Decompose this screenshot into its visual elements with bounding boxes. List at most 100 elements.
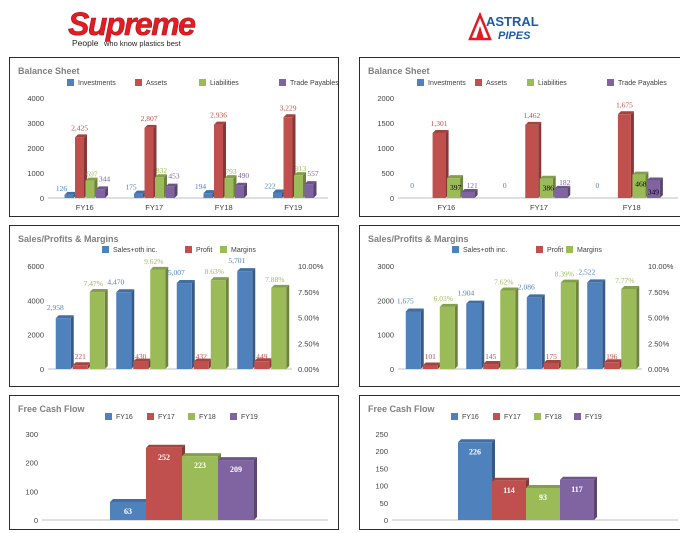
astral-sales-legend-swatch-profit <box>536 246 543 253</box>
supreme-balance-chart: Balance Sheet Investments Assets Liabilitie… <box>18 66 339 212</box>
supreme-balance-bar-liabilities-fy17 <box>155 177 164 198</box>
supreme-sales-ytick-4000: 4000 <box>27 296 44 305</box>
astral-balance-bar-trade-payables-fy16 <box>461 191 475 198</box>
astral-fcf-legend-swatch-fy17 <box>493 413 500 420</box>
astral-balance-bar-trade-payables-fy16-top <box>461 188 478 192</box>
astral-balance-bar-liabilities-fy17-label: 386 <box>543 184 555 193</box>
astral-fcf-legend-fy19: FY19 <box>585 414 602 421</box>
astral-balance-bar-assets-fy16-label: 1,301 <box>431 119 448 128</box>
supreme-sales-legend-swatch-sales-oth-inc <box>102 246 109 253</box>
astral-sales-bar-sales-oth-inc-fy19-label: 2,522 <box>578 267 595 276</box>
supreme-sales-bar-profit-fy19-top <box>254 358 273 362</box>
astral-sales-legend-swatch-margins <box>566 246 573 253</box>
supreme-sales-bar-margins-fy16-top <box>89 289 108 293</box>
supreme-tagline-people: People <box>72 38 99 48</box>
supreme-fcf-legend-swatch-fy18 <box>188 413 195 420</box>
supreme-fcf-legend-fy19: FY19 <box>241 414 258 421</box>
supreme-fcf-ytick-300: 300 <box>25 430 38 439</box>
supreme-balance-bar-liabilities-fy18-label: 793 <box>225 167 237 176</box>
supreme-fcf-bar-fy18-all-label: 223 <box>194 461 206 470</box>
astral-balance-legend-trade-payables: Trade Payables <box>618 80 667 87</box>
supreme-sales-bar-sales-oth-inc-fy16-top <box>55 315 74 319</box>
astral-balance-bar-assets-fy16 <box>432 132 446 198</box>
astral-sales-bar-profit-fy16-label: 101 <box>425 352 437 361</box>
supreme-balance-ytick-3000: 3000 <box>27 119 44 128</box>
supreme-sales-y2tick-3: 7.50% <box>298 288 320 297</box>
supreme-balance-bar-liabilities-fy17-label: 832 <box>156 166 168 175</box>
supreme-sales-legend-swatch-margins <box>220 246 227 253</box>
supreme-sales-bar-sales-oth-inc-fy18-side <box>191 280 195 369</box>
supreme-fcf-legend-swatch-fy16 <box>105 413 112 420</box>
astral-sales-bar-sales-oth-inc-fy18 <box>526 297 542 369</box>
astral-sales-bar-margins-fy17-side <box>515 287 519 369</box>
astral-fcf-legend-swatch-fy19 <box>574 413 581 420</box>
astral-sales-panel: Sales/Profits & Margins Sales+oth inc. Pro… <box>359 225 680 387</box>
astral-sales-ytick-1000: 1000 <box>377 331 394 340</box>
astral-sales-bar-sales-oth-inc-fy16 <box>405 311 421 369</box>
supreme-balance-bar-investments-fy16 <box>64 194 74 198</box>
astral-balance-bar-trade-payables-fy17-label: 182 <box>559 178 571 187</box>
supreme-balance-bar-assets-fy19-top <box>283 114 296 118</box>
supreme-balance-bar-liabilities-fy16-top <box>85 177 98 181</box>
supreme-sales-bar-sales-oth-inc-fy19 <box>237 271 253 369</box>
supreme-balance-bar-investments-fy19-label: 222 <box>264 181 276 190</box>
astral-balance-bar-trade-payables-fy17-top <box>554 185 571 189</box>
supreme-logo-graphic: Supreme People who know plastics best <box>68 6 197 48</box>
astral-sales-bar-margins-fy19-side <box>636 285 640 369</box>
supreme-balance-ytick-4000: 4000 <box>27 94 44 103</box>
astral-balance-bar-trade-payables-fy18-top <box>646 177 663 181</box>
astral-sales-bar-profit-fy17-top <box>483 361 502 365</box>
supreme-balance-legend-swatch-trade-payables <box>279 79 286 86</box>
astral-fcf-bar-fy16-all-top <box>458 439 495 443</box>
astral-sales-bar-profit-fy19-label: 196 <box>606 352 618 361</box>
astral-balance-bar-investments-fy17-label: 0 <box>503 181 507 190</box>
supreme-balance-bar-liabilities-fy18 <box>224 178 234 198</box>
supreme-sales-bar-sales-oth-inc-fy18-label: 5,007 <box>168 268 185 277</box>
supreme-sales-bar-sales-oth-inc-fy17 <box>116 292 132 369</box>
astral-balance-bar-liabilities-fy17-top <box>539 175 556 179</box>
supreme-balance-bar-investments-fy19-top <box>273 189 285 193</box>
supreme-fcf-bar-fy19-all-side <box>254 457 257 520</box>
astral-balance-xtick-fy17: FY17 <box>530 203 548 212</box>
supreme-sales-bar-profit-fy17 <box>133 361 149 369</box>
supreme-sales-bar-profit-fy16-label: 221 <box>75 352 87 361</box>
supreme-balance-bar-investments-fy16-label: 126 <box>56 184 68 193</box>
astral-sales-bar-sales-oth-inc-fy17-top <box>466 300 485 304</box>
astral-sales-bar-sales-oth-inc-fy19 <box>587 282 603 369</box>
supreme-sales-bar-sales-oth-inc-fy18 <box>176 283 192 369</box>
supreme-balance-bar-trade-payables-fy18-side <box>244 182 247 198</box>
supreme-fcf-bar-fy16-all-top <box>110 498 149 502</box>
supreme-fcf-bar-fy16-all <box>110 501 146 520</box>
astral-fcf-ytick-200: 200 <box>375 447 388 456</box>
supreme-sales-title: Sales/Profits & Margins <box>18 234 119 244</box>
astral-sales-ytick-3000: 3000 <box>377 262 394 271</box>
supreme-fcf-bar-fy18-all-top <box>182 453 221 457</box>
supreme-sales-bar-sales-oth-inc-fy16 <box>55 318 71 369</box>
astral-wordmark: ASTRAL <box>486 14 539 29</box>
supreme-balance-bar-assets-fy16 <box>75 137 84 198</box>
supreme-fcf-ytick-100: 100 <box>25 487 38 496</box>
astral-sales-ytick-0: 0 <box>390 365 394 374</box>
supreme-balance-bar-investments-fy17-label: 175 <box>125 183 137 192</box>
astral-sales-legend-margins: Margins <box>577 247 602 254</box>
supreme-balance-xtick-fy18: FY18 <box>215 203 233 212</box>
astral-balance-ytick-1500: 1500 <box>377 119 394 128</box>
astral-balance-legend-swatch-trade-payables <box>607 79 614 86</box>
supreme-balance-ytick-2000: 2000 <box>27 144 44 153</box>
astral-balance-ytick-2000: 2000 <box>377 94 394 103</box>
supreme-balance-legend-swatch-liabilities <box>199 79 206 86</box>
supreme-fcf-legend-fy17: FY17 <box>158 414 175 421</box>
astral-sales-chart: Sales/Profits & Margins Sales+oth inc. Pro… <box>368 234 674 374</box>
supreme-sales-bar-margins-fy18 <box>210 280 226 369</box>
astral-fcf-bar-fy18-all <box>526 488 560 520</box>
supreme-balance-bar-assets-fy19-label: 3,229 <box>280 103 297 112</box>
supreme-balance-title: Balance Sheet <box>18 66 80 76</box>
supreme-balance-bar-trade-payables-fy19-label: 557 <box>307 169 319 178</box>
supreme-fcf-legend-fy18: FY18 <box>199 414 216 421</box>
astral-sales-ytick-2000: 2000 <box>377 296 394 305</box>
astral-balance-bar-liabilities-fy18-top <box>632 171 649 175</box>
supreme-fcf-ytick-200: 200 <box>25 459 38 468</box>
astral-balance-bar-liabilities-fy16 <box>447 178 461 198</box>
supreme-sales-bar-sales-oth-inc-fy19-side <box>252 268 256 369</box>
astral-sales-bar-sales-oth-inc-fy16-top <box>405 308 424 312</box>
